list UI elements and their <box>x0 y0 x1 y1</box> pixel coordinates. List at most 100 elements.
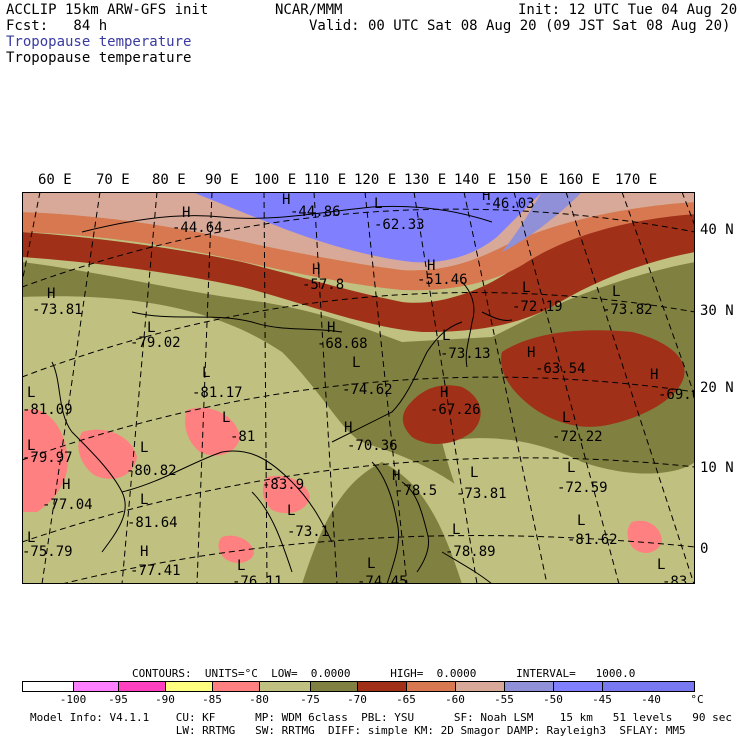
hl-letter: L <box>577 513 585 529</box>
lat-label: 0 <box>700 541 709 557</box>
colorbar-swatch <box>553 681 603 692</box>
colorbar-label: -100 <box>59 693 87 706</box>
hl-letter: L <box>27 530 35 546</box>
colorbar-label: -50 <box>543 693 563 706</box>
model-info-line1: Model Info: V4.1.1 CU: KF MP: WDM 6class… <box>30 711 732 724</box>
colorbar-swatch <box>504 681 554 692</box>
lon-label: 110 E <box>304 172 347 188</box>
hl-letter: L <box>452 522 460 538</box>
hl-letter: H <box>327 320 335 336</box>
lon-label: 150 E <box>506 172 549 188</box>
colorbar-swatch <box>118 681 166 692</box>
hl-letter: L <box>374 196 382 212</box>
colorbar-label: -85 <box>202 693 222 706</box>
hl-value: -74.62 <box>342 382 393 398</box>
hl-value: -81.09 <box>22 402 73 418</box>
map-frame <box>22 192 695 584</box>
colorbar-swatch <box>602 681 695 692</box>
colorbar-label: -80 <box>249 693 269 706</box>
band-70-65-sea <box>402 385 481 444</box>
lat-label: 20 N <box>700 380 734 396</box>
lon-label: 80 E <box>152 172 186 188</box>
colorbar-label: -70 <box>347 693 367 706</box>
band-85-80-patch <box>78 429 137 479</box>
hl-letter: L <box>222 410 230 426</box>
hl-letter: L <box>264 458 272 474</box>
colorbar-label: -65 <box>396 693 416 706</box>
hl-value: -79.97 <box>22 450 73 466</box>
lat-label: 40 N <box>700 222 734 238</box>
hl-value: -72.22 <box>552 429 603 445</box>
hl-letter: L <box>27 438 35 454</box>
hl-letter: L <box>140 492 148 508</box>
hl-letter: L <box>27 385 35 401</box>
colorbar-swatch <box>357 681 407 692</box>
hl-letter: L <box>202 365 210 381</box>
hl-value: -70.36 <box>347 438 398 454</box>
colorbar-swatch <box>455 681 505 692</box>
hl-letter: L <box>442 328 450 344</box>
hl-value: -81 <box>230 429 255 445</box>
lon-label: 70 E <box>96 172 130 188</box>
band-55-50 <box>502 192 582 252</box>
hl-value: -73.13 <box>440 346 491 362</box>
graticule-lon <box>22 192 695 584</box>
hl-letter: L <box>657 557 665 573</box>
lat-label: 30 N <box>700 303 734 319</box>
hl-letter: L <box>562 410 570 426</box>
hl-letter: L <box>237 558 245 574</box>
colorbar-swatch <box>259 681 311 692</box>
hl-value: -79.02 <box>130 335 181 351</box>
colorbar-label: -60 <box>445 693 465 706</box>
colorbar-label: -40 <box>641 693 661 706</box>
colorbar-label: -90 <box>155 693 175 706</box>
band-70-65 <box>22 212 695 332</box>
lon-label: 170 E <box>615 172 658 188</box>
hl-value: -81.64 <box>127 515 178 531</box>
colorbar-swatch <box>212 681 260 692</box>
band-85-80-patch <box>627 520 662 554</box>
hl-letter: L <box>367 556 375 572</box>
hl-letter: H <box>650 367 658 383</box>
band-80-75-west <box>22 301 342 584</box>
colorbar-swatch <box>165 681 213 692</box>
hl-letter: L <box>470 465 478 481</box>
hl-value: -57.8 <box>302 277 344 293</box>
run-title: ACCLIP 15km ARW-GFS init <box>6 2 209 18</box>
band-85-80-patch <box>22 409 68 512</box>
hl-value: -76.11 <box>232 574 283 584</box>
band-65-60 <box>22 202 695 291</box>
lon-label: 130 E <box>404 172 447 188</box>
hl-letter: L <box>352 355 360 371</box>
hl-letter: H <box>527 345 535 361</box>
hl-value: -77.41 <box>130 563 181 579</box>
hl-letter: H <box>392 468 400 484</box>
hl-value: -46.03 <box>484 196 535 212</box>
lon-label: 140 E <box>454 172 497 188</box>
hl-letter: L <box>522 280 530 296</box>
colorbar-swatch <box>310 681 358 692</box>
hl-value: -74.45 <box>357 574 408 584</box>
init-time: Init: 12 UTC Tue 04 Aug 20 <box>518 2 738 18</box>
graticule-lat <box>22 208 695 584</box>
hl-letter: H <box>47 286 55 302</box>
hl-value: -81.62 <box>567 532 618 548</box>
hl-value: -81.17 <box>192 385 243 401</box>
field-title-contour: Tropopause temperature <box>6 50 192 66</box>
coastlines <box>51 205 513 584</box>
lon-label: 160 E <box>558 172 601 188</box>
lon-label: 120 E <box>354 172 397 188</box>
hl-value: -73.81 <box>32 302 83 318</box>
hl-value: -72.19 <box>512 299 563 315</box>
colorbar-swatch <box>406 681 456 692</box>
hl-letter: H <box>344 420 352 436</box>
hl-value: -73.1 <box>287 524 329 540</box>
hl-letter: H <box>440 385 448 401</box>
colorbar-label: -55 <box>494 693 514 706</box>
hl-letter: H <box>427 258 435 274</box>
contours-info: CONTOURS: UNITS=°C LOW= 0.0000 HIGH= 0.0… <box>132 667 636 680</box>
highs-lows: H -44.64 H -44.86 L -62.33 H -46.03 H -5… <box>22 192 695 584</box>
colorbar-swatch <box>22 681 74 692</box>
field-title-shaded: Tropopause temperature <box>6 34 192 50</box>
colorbar-units: °C <box>690 693 704 706</box>
